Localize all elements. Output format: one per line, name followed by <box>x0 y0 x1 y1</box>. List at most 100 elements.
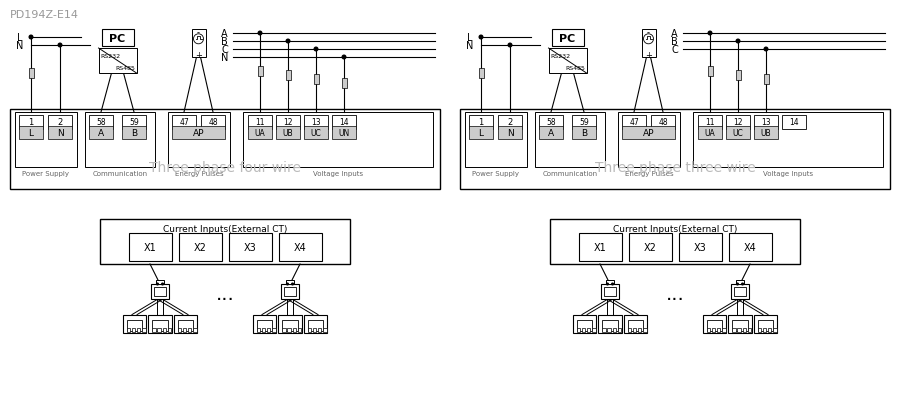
Text: 58: 58 <box>546 118 556 127</box>
Text: 14: 14 <box>789 118 799 127</box>
Bar <box>582 328 585 332</box>
Text: 47: 47 <box>179 118 189 127</box>
Bar <box>178 328 181 332</box>
Text: RS485: RS485 <box>115 65 135 70</box>
Bar <box>604 288 616 296</box>
Bar <box>622 127 675 140</box>
Bar <box>539 127 563 140</box>
Text: UA: UA <box>255 129 266 138</box>
Text: 12: 12 <box>734 118 742 127</box>
Bar <box>706 320 722 331</box>
Bar <box>598 315 622 333</box>
Bar <box>763 75 769 85</box>
Bar <box>167 328 171 332</box>
Text: X4: X4 <box>293 242 306 252</box>
Bar <box>592 328 596 332</box>
Text: 58: 58 <box>96 118 106 127</box>
Bar <box>332 127 356 140</box>
Bar <box>201 116 225 130</box>
Bar <box>248 116 272 130</box>
Bar <box>622 116 646 130</box>
Bar <box>253 315 276 333</box>
Circle shape <box>258 32 262 36</box>
Bar <box>748 328 751 332</box>
Bar <box>679 233 722 261</box>
Bar <box>717 328 721 332</box>
Bar <box>736 280 744 284</box>
Bar <box>572 315 597 333</box>
Text: PC: PC <box>110 33 126 43</box>
Text: RS485: RS485 <box>565 65 585 70</box>
Circle shape <box>292 283 293 285</box>
Bar <box>737 328 741 332</box>
Bar <box>281 284 300 299</box>
Bar <box>624 315 647 333</box>
Text: Three phase four wire: Three phase four wire <box>149 160 301 174</box>
Text: X2: X2 <box>644 242 656 252</box>
Bar <box>150 284 169 299</box>
Text: B: B <box>580 129 587 138</box>
Bar <box>163 328 166 332</box>
Text: A: A <box>548 129 554 138</box>
Bar <box>498 116 522 130</box>
Bar <box>734 288 746 296</box>
Bar <box>613 328 616 332</box>
Text: X1: X1 <box>594 242 607 252</box>
Text: RS232: RS232 <box>101 53 121 58</box>
Bar <box>298 328 301 332</box>
Bar <box>628 328 631 332</box>
Bar <box>642 30 655 58</box>
Bar <box>152 328 156 332</box>
Bar <box>85 113 155 168</box>
Bar <box>188 328 192 332</box>
Bar <box>89 127 113 140</box>
Bar <box>276 127 300 140</box>
Bar <box>48 127 72 140</box>
Bar <box>102 30 133 47</box>
Bar <box>693 113 883 168</box>
Bar <box>572 116 596 130</box>
Bar <box>469 116 493 130</box>
Bar <box>129 233 172 261</box>
Bar <box>754 116 778 130</box>
Bar <box>285 71 291 81</box>
Bar <box>548 49 587 74</box>
Circle shape <box>612 283 614 285</box>
Bar <box>194 328 196 332</box>
Bar <box>763 328 767 332</box>
Bar <box>758 328 761 332</box>
Bar <box>256 328 260 332</box>
Text: X2: X2 <box>194 242 206 252</box>
Bar <box>178 320 194 331</box>
Circle shape <box>736 283 738 285</box>
Bar <box>726 116 750 130</box>
Text: A: A <box>671 29 678 39</box>
Bar <box>753 315 778 333</box>
Text: 11: 11 <box>256 118 265 127</box>
Text: PC: PC <box>560 33 576 43</box>
Text: Energy Pulses: Energy Pulses <box>175 171 223 177</box>
Bar <box>19 116 43 130</box>
Circle shape <box>286 283 288 285</box>
Text: L: L <box>17 33 23 43</box>
Bar <box>726 127 750 140</box>
Bar <box>758 320 773 331</box>
Bar <box>550 219 800 264</box>
Text: N: N <box>465 41 473 51</box>
Bar <box>577 320 592 331</box>
Bar <box>706 328 710 332</box>
Bar <box>137 328 140 332</box>
Bar <box>728 315 752 333</box>
Bar <box>651 116 675 130</box>
Text: Communication: Communication <box>543 171 598 177</box>
Text: UN: UN <box>338 129 349 138</box>
Circle shape <box>736 40 740 44</box>
Bar <box>572 127 596 140</box>
Text: Current Inputs(External CT): Current Inputs(External CT) <box>163 225 287 234</box>
Bar <box>122 127 146 140</box>
Text: 2: 2 <box>508 118 513 127</box>
Bar <box>628 233 671 261</box>
Text: 48: 48 <box>208 118 218 127</box>
Bar <box>158 328 161 332</box>
Bar <box>256 320 272 331</box>
